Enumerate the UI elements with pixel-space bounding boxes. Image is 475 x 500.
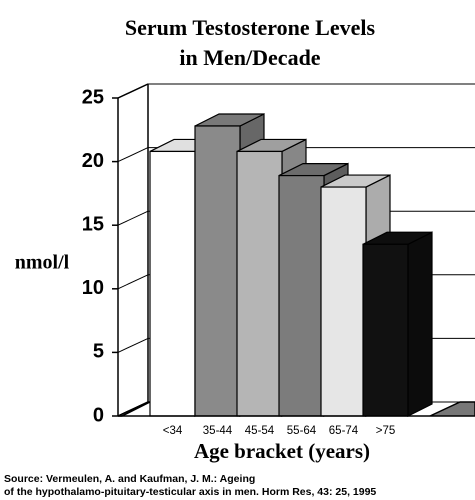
grid-line (117, 83, 149, 99)
bar (362, 243, 409, 417)
x-tick-label: >75 (376, 425, 396, 437)
bar (236, 150, 283, 417)
bar-top-shade (195, 113, 264, 126)
y-tick-label: 0 (93, 404, 104, 426)
floor-strip (429, 401, 475, 417)
x-tick-label: 35-44 (203, 425, 233, 437)
grid-line (117, 337, 149, 353)
y-tick-label: 10 (82, 277, 104, 299)
x-tick-label: 45-54 (245, 425, 275, 437)
bar-top-shade (279, 163, 348, 176)
grid-line (117, 147, 149, 163)
x-tick-label: 55-64 (287, 425, 317, 437)
y-tick-label: 15 (82, 213, 104, 235)
source-line: Source: Vermeulen, A. and Kaufman, J. M.… (4, 473, 255, 485)
x-tick-label: 65-74 (329, 425, 359, 437)
bar-top-shade (237, 139, 306, 152)
bar (320, 186, 367, 417)
y-tick-label: 5 (93, 341, 104, 363)
grid-line (117, 401, 149, 417)
x-tick-label: <34 (163, 425, 183, 437)
bar-top-shade (363, 232, 432, 245)
bar (194, 125, 241, 417)
bar-side-shade (408, 232, 432, 416)
x-axis-label: Age bracket (years) (194, 439, 370, 463)
bar (278, 174, 325, 417)
grid-line (117, 210, 149, 226)
chart-subtitle: in Men/Decade (179, 45, 320, 70)
chart-title: Serum Testosterone Levels (125, 15, 376, 40)
y-axis-label: nmol/l (15, 252, 70, 274)
bar-top-shade (321, 175, 390, 188)
bar (149, 150, 196, 417)
grid-line (117, 274, 149, 290)
y-tick-label: 20 (82, 150, 104, 172)
y-tick-label: 25 (82, 86, 104, 108)
source-line: of the hypothalamo-pituitary-testicular … (4, 486, 376, 498)
